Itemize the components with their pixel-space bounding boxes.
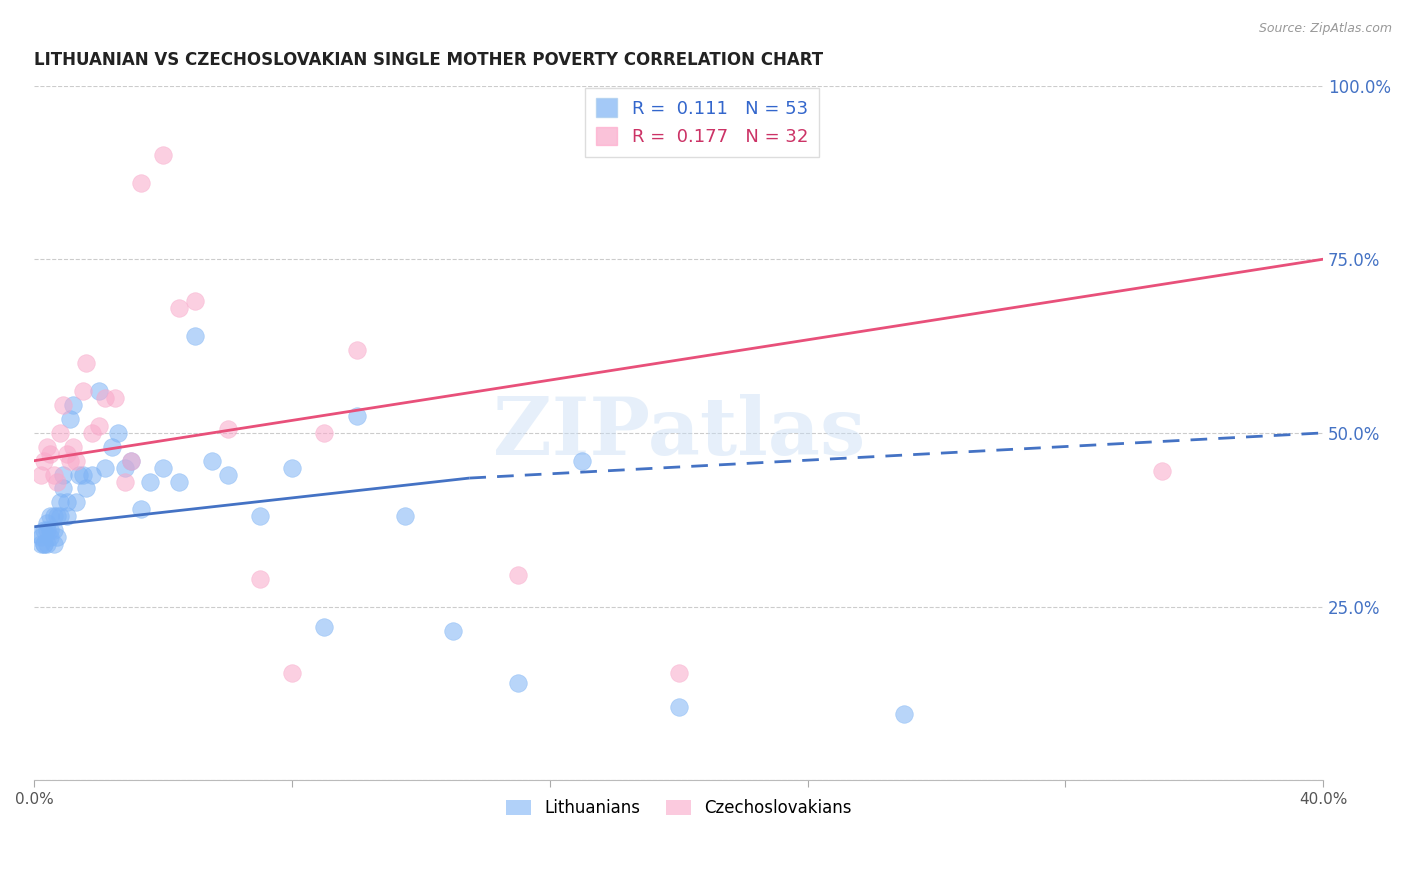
Point: [62, 398, 84, 412]
Point: [32, 523, 55, 537]
Point: [129, 176, 152, 190]
Legend: Lithuanians, Czechoslovakians: Lithuanians, Czechoslovakians: [499, 793, 858, 824]
Point: [184, 328, 207, 343]
Point: [42, 537, 65, 551]
Point: [104, 391, 127, 405]
Point: [314, 620, 336, 634]
Point: [30, 537, 52, 551]
Point: [107, 425, 129, 440]
Point: [82, 467, 104, 482]
Point: [169, 475, 191, 489]
Point: [184, 293, 207, 308]
Point: [55, 447, 77, 461]
Point: [314, 425, 336, 440]
Point: [94, 391, 117, 405]
Point: [39, 447, 62, 461]
Point: [39, 530, 62, 544]
Point: [114, 475, 136, 489]
Point: [52, 467, 75, 482]
Point: [30, 467, 52, 482]
Point: [571, 453, 593, 467]
Point: [441, 624, 464, 638]
Point: [39, 509, 62, 524]
Point: [100, 440, 122, 454]
Point: [217, 467, 239, 482]
Text: Source: ZipAtlas.com: Source: ZipAtlas.com: [1258, 22, 1392, 36]
Point: [281, 665, 304, 680]
Point: [37, 440, 59, 454]
Point: [30, 530, 52, 544]
Point: [87, 384, 110, 399]
Point: [42, 523, 65, 537]
Point: [120, 453, 142, 467]
Point: [55, 495, 77, 509]
Point: [82, 425, 104, 440]
Point: [37, 537, 59, 551]
Point: [139, 475, 162, 489]
Point: [87, 419, 110, 434]
Point: [45, 475, 67, 489]
Point: [72, 384, 94, 399]
Text: ZIPatlas: ZIPatlas: [492, 394, 865, 472]
Point: [506, 676, 529, 690]
Point: [49, 425, 72, 440]
Point: [75, 356, 97, 370]
Point: [42, 467, 65, 482]
Point: [32, 537, 55, 551]
Point: [62, 440, 84, 454]
Point: [75, 482, 97, 496]
Point: [346, 343, 368, 357]
Point: [249, 509, 271, 524]
Point: [114, 460, 136, 475]
Point: [893, 707, 915, 722]
Point: [120, 453, 142, 467]
Point: [32, 453, 55, 467]
Text: LITHUANIAN VS CZECHOSLOVAKIAN SINGLE MOTHER POVERTY CORRELATION CHART: LITHUANIAN VS CZECHOSLOVAKIAN SINGLE MOT…: [34, 51, 824, 69]
Point: [45, 530, 67, 544]
Point: [39, 523, 62, 537]
Point: [32, 537, 55, 551]
Point: [52, 398, 75, 412]
Point: [281, 460, 304, 475]
Point: [55, 509, 77, 524]
Point: [49, 509, 72, 524]
Point: [69, 467, 91, 482]
Point: [506, 568, 529, 582]
Point: [65, 495, 87, 509]
Point: [37, 523, 59, 537]
Point: [249, 572, 271, 586]
Point: [394, 509, 416, 524]
Point: [52, 482, 75, 496]
Point: [152, 148, 174, 162]
Point: [59, 453, 82, 467]
Point: [37, 516, 59, 531]
Point: [94, 460, 117, 475]
Point: [45, 509, 67, 524]
Point: [1150, 464, 1173, 478]
Point: [169, 301, 191, 315]
Point: [129, 502, 152, 516]
Point: [59, 412, 82, 426]
Point: [200, 453, 222, 467]
Point: [152, 460, 174, 475]
Point: [668, 700, 690, 714]
Point: [217, 422, 239, 436]
Point: [668, 665, 690, 680]
Point: [72, 467, 94, 482]
Point: [65, 453, 87, 467]
Point: [42, 509, 65, 524]
Point: [27, 526, 49, 541]
Point: [346, 409, 368, 423]
Point: [49, 495, 72, 509]
